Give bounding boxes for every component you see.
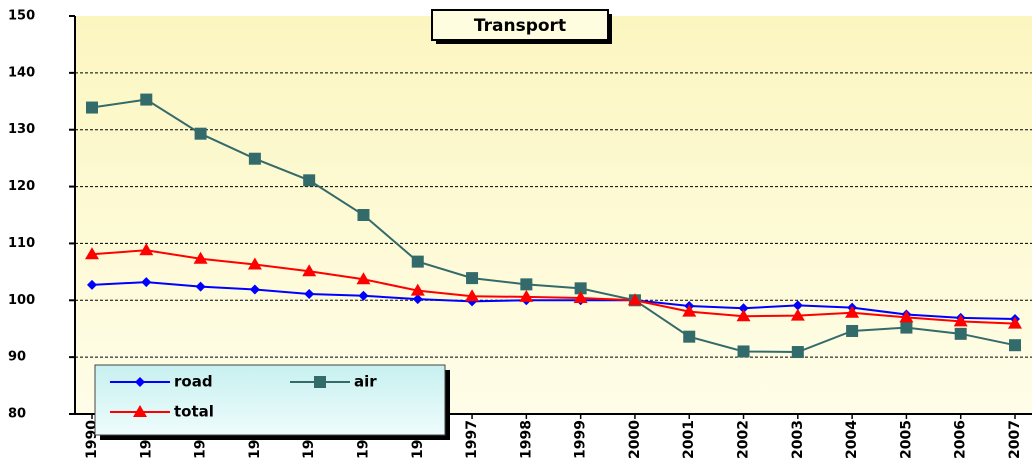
x-tick-label: 1998 [518,420,534,459]
marker [85,247,99,260]
marker [519,289,534,302]
marker [314,376,326,388]
marker [465,289,480,302]
marker [738,303,749,314]
line [91,98,1016,354]
title-box [431,9,609,41]
x-tick-label: 2001 [681,420,697,459]
legend-label: total [174,403,214,421]
marker [574,282,587,295]
y-tick-label: 140 [8,65,35,80]
y-tick-label: 120 [8,179,35,194]
marker [412,294,423,305]
marker [791,346,804,359]
marker [133,405,147,417]
line [91,249,1016,325]
marker [139,243,154,256]
marker [520,278,533,291]
y-tick-label: 110 [8,236,35,251]
marker [682,304,697,317]
marker [573,291,588,304]
marker [248,152,261,165]
y-tick-label: 130 [8,122,35,137]
marker [249,284,260,295]
marker [247,257,262,270]
legend-label: air [354,373,377,391]
line [91,281,1016,321]
marker [953,314,968,327]
y-tick-label: 150 [8,9,35,24]
marker [86,101,98,114]
plot-area [75,16,1032,414]
marker [194,127,207,140]
x-tick-label: 2007 [1007,420,1023,459]
marker [358,290,369,301]
marker [302,264,317,277]
x-tick-label: 2005 [898,420,914,459]
marker [1008,316,1022,329]
marker [356,272,371,285]
marker [627,293,642,306]
x-tick-label: 2002 [736,420,752,459]
legend [94,364,446,436]
marker [140,93,153,106]
marker [193,251,208,264]
marker [900,321,913,334]
marker [411,255,424,268]
marker [846,324,859,337]
x-tick-label: 2006 [953,420,969,459]
marker [683,330,696,343]
y-tick-label: 100 [8,293,35,308]
marker [736,309,751,322]
y-tick-label: 80 [8,407,26,422]
marker [303,174,316,187]
marker [135,377,145,387]
x-tick-label: 2003 [790,420,806,459]
marker [195,281,206,292]
marker [87,279,97,290]
x-tick-label: 1999 [573,420,589,459]
marker [737,345,750,358]
marker [466,272,479,285]
x-tick-label: 1997 [464,420,480,459]
marker [1009,339,1021,352]
marker [357,209,370,221]
marker [790,308,805,321]
marker [141,277,152,288]
marker [410,283,425,296]
x-tick-label: 2004 [844,420,860,459]
marker [899,310,914,323]
marker [954,327,967,340]
legend-label: road [174,373,213,391]
marker [845,305,860,318]
marker [792,300,803,311]
x-tick-label: 2000 [627,420,643,459]
chart-title: Transport [474,16,566,36]
marker [304,289,315,300]
y-tick-label: 90 [8,350,26,365]
